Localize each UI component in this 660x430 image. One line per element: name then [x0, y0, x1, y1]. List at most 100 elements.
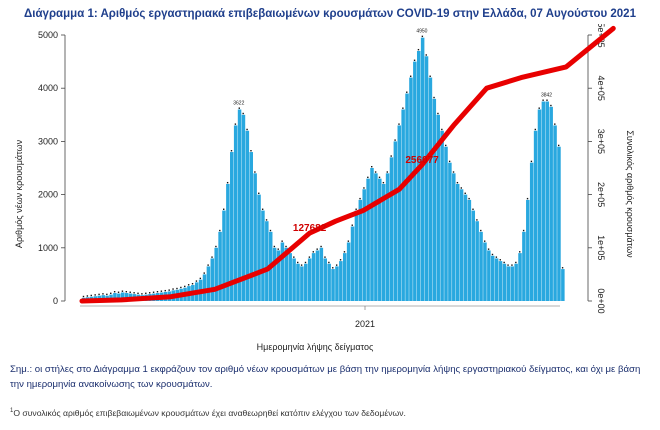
cumulative-line [79, 25, 616, 304]
bar-value-marker [308, 256, 311, 258]
bar-value-marker [129, 291, 131, 293]
bar-value-marker [203, 272, 205, 274]
bar [494, 258, 499, 301]
bar [459, 189, 464, 301]
bar [366, 178, 370, 301]
bar [553, 125, 557, 301]
bar-value-marker [297, 261, 299, 264]
bar-value-marker [300, 264, 303, 266]
bar-value-marker [312, 251, 314, 253]
bar [370, 168, 374, 301]
bar-value-marker [238, 107, 240, 109]
bar-value-marker [106, 293, 108, 296]
bar [237, 109, 242, 301]
bar [490, 255, 495, 301]
right-tick-label: 2e+05 [596, 182, 606, 207]
bar [265, 221, 269, 301]
bar-value-marker [491, 253, 494, 256]
bar-value-marker [86, 295, 89, 297]
bar-value-marker [168, 289, 170, 291]
bar [510, 266, 514, 301]
bar-value-marker [487, 248, 490, 250]
x-tick-label: 2021 [355, 319, 375, 329]
bar-value-marker [347, 240, 350, 242]
bar-value-marker [515, 261, 517, 264]
bar-value-marker [557, 144, 560, 147]
bar [526, 199, 530, 301]
bar [522, 231, 526, 301]
bar-value-marker [351, 224, 353, 226]
bar [124, 293, 129, 301]
bar [483, 242, 487, 301]
bar [280, 242, 285, 301]
bar [401, 109, 405, 301]
bar-value-marker [460, 187, 463, 189]
bar-value-marker [304, 261, 307, 264]
bar-value-marker [180, 286, 182, 289]
right-tick-label: 3e+05 [596, 129, 606, 154]
bar-peak-label: 4950 [416, 29, 427, 35]
bar [218, 231, 222, 301]
note-text: Σημ.: οι στήλες στο Διάγραμμα 1 εκφράζου… [10, 364, 641, 390]
left-y-axis-label: Αριθμός νέων κρουσμάτων [14, 139, 24, 248]
bar [420, 37, 425, 301]
bar [514, 263, 518, 301]
bar [311, 253, 316, 301]
bar [444, 146, 448, 301]
bar [342, 253, 347, 301]
chart-note: Σημ.: οι στήλες στο Διάγραμμα 1 εκφράζου… [10, 362, 650, 392]
left-tick-label: 0 [53, 296, 58, 306]
bar-value-marker [511, 264, 513, 266]
bar-value-marker [191, 283, 194, 285]
bar [397, 125, 402, 301]
bar [276, 250, 281, 301]
bar-value-marker [522, 229, 525, 232]
bar-value-marker [433, 96, 435, 99]
footnote-text: Ο συνολικός αριθμός επιβεβαιωμένων κρουσ… [13, 407, 406, 418]
bar-value-marker [94, 294, 96, 296]
bar-value-marker [390, 155, 392, 157]
bar [452, 173, 456, 301]
bar [292, 258, 296, 301]
right-tick-label: 0e+00 [596, 288, 606, 313]
bar-value-marker [406, 91, 408, 93]
bar [385, 173, 390, 301]
bar [393, 141, 398, 301]
bar [428, 77, 433, 301]
right-y-axis-label: Συνολικός αριθμός κρουσμάτων [625, 130, 635, 258]
bar [350, 226, 355, 301]
bar-value-marker [164, 289, 166, 292]
bar [113, 293, 117, 301]
bar [463, 194, 468, 301]
bar-value-marker [480, 229, 482, 232]
bar-value-marker [413, 59, 416, 61]
bar-value-marker [121, 290, 124, 292]
bar [253, 173, 257, 301]
bar-value-marker [382, 181, 385, 184]
bar-value-marker [277, 248, 279, 250]
bar-value-marker [437, 112, 439, 115]
bar-value-marker [472, 208, 474, 210]
bar-value-marker [328, 261, 330, 264]
bar-value-marker [534, 128, 537, 131]
bar [307, 258, 312, 301]
bar-value-marker [219, 229, 221, 232]
bar [323, 258, 328, 301]
bar [222, 210, 226, 301]
bar-value-marker [211, 256, 213, 258]
footnote-mark: 1 [10, 408, 14, 414]
bar-value-marker [125, 291, 128, 293]
bar [529, 162, 534, 301]
bar-value-marker [242, 112, 244, 115]
left-tick-label: 2000 [38, 190, 58, 200]
bar-value-marker [285, 245, 287, 248]
bar [245, 130, 250, 301]
bar [241, 114, 246, 301]
footnote: 1Ο συνολικός αριθμός επιβεβαιωμένων κρου… [10, 404, 650, 421]
bar [202, 274, 207, 301]
bar [378, 178, 382, 301]
bar [502, 263, 507, 301]
bar-value-marker [332, 267, 334, 269]
bar [416, 50, 421, 302]
